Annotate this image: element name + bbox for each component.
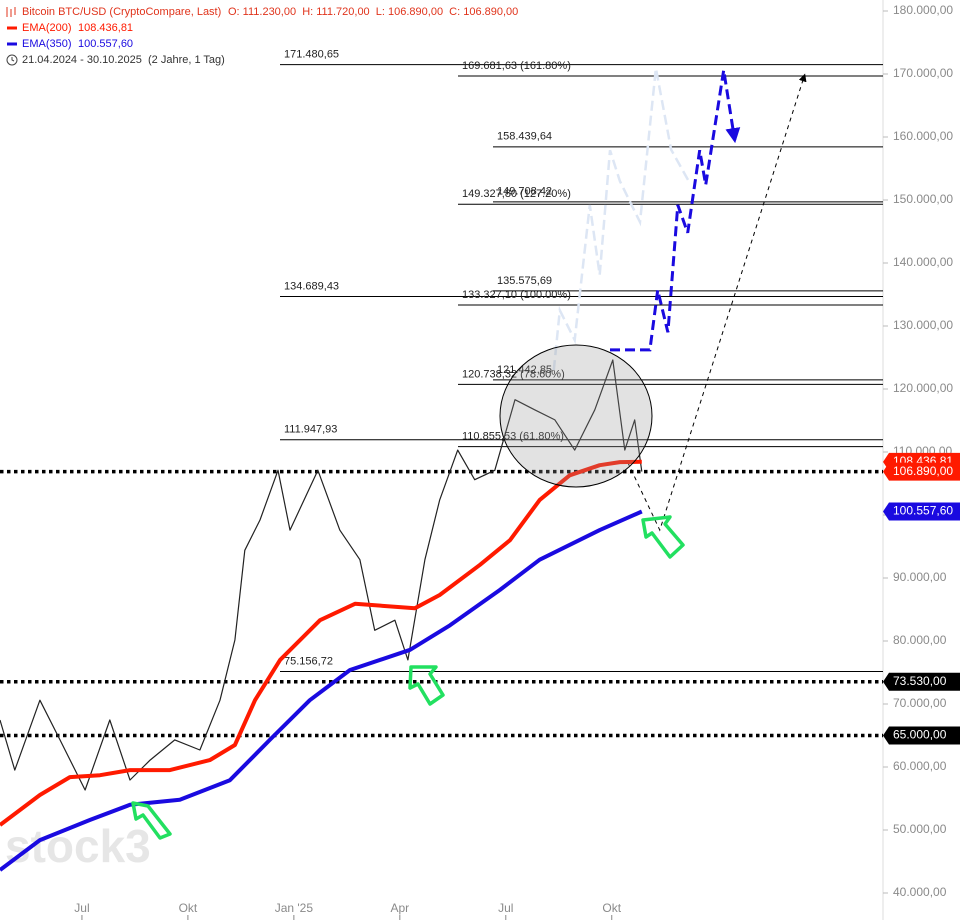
green-arrow [408, 665, 445, 706]
fib-level-label: 158.439,64 [497, 131, 552, 143]
fib-level-label: 149.708,42 [497, 186, 552, 198]
fib-level-label: 134.689,43 [284, 280, 339, 292]
legend-ohlc: O: 111.230,00 H: 111.720,00 L: 106.890,0… [228, 6, 518, 18]
y-tick-label: 60.000,00 [893, 759, 947, 773]
legend-entry: EMA(350) [22, 38, 72, 50]
y-tick-label: 40.000,00 [893, 885, 947, 899]
fib-level-label: 169.681,63 (161.80%) [462, 60, 571, 72]
price-badge-label: 73.530,00 [893, 674, 947, 688]
price-badge [883, 726, 960, 745]
ema-line [0, 509, 643, 872]
y-tick-label: 80.000,00 [893, 633, 947, 647]
legend-entry: EMA(200) [22, 22, 72, 34]
legend-title: Bitcoin BTC/USD (CryptoCompare, Last) [22, 6, 221, 18]
back-layer: stock3 40.000,00 50.000,00 60.000,00 70.000… [5, 0, 953, 920]
green-arrow [641, 515, 685, 559]
x-tick-label: Okt [179, 901, 198, 915]
price-badge-label: 65.000,00 [893, 728, 947, 742]
fib-level-label: 110.855,53 (61.80%) [462, 431, 564, 443]
x-tick-label: Apr [390, 901, 409, 915]
annotations [131, 344, 685, 840]
legend-value: 108.436,81 [78, 22, 133, 34]
y-tick-label: 120.000,00 [893, 381, 953, 395]
clock-hand [11, 57, 15, 62]
legend: Bitcoin BTC/USD (CryptoCompare, Last) O:… [6, 6, 518, 66]
legend-icon [6, 7, 16, 17]
price-badge-label: 100.557,60 [893, 504, 953, 518]
price-badge [883, 462, 960, 481]
highlight-circle [499, 344, 653, 488]
y-tick-label: 90.000,00 [893, 570, 947, 584]
y-tick-label: 50.000,00 [893, 822, 947, 836]
y-tick-label: 170.000,00 [893, 66, 953, 80]
fib-level-label: 120.738,32 (78.60%) [462, 368, 565, 380]
date-range: 21.04.2024 - 30.10.2025 (2 Jahre, 1 Tag) [22, 54, 225, 66]
front-layer: 108.436,81106.890,00100.557,6073.530,006… [883, 452, 960, 745]
x-tick-label: Okt [602, 901, 621, 915]
x-tick-label: Jul [498, 901, 513, 915]
fib-level-label: 149.327,80 (127.20%) [462, 188, 571, 200]
projection-line [552, 68, 690, 371]
price-badge-label: 106.890,00 [893, 464, 953, 478]
price-badge [883, 502, 960, 521]
projection-line [610, 69, 741, 352]
y-tick-label: 140.000,00 [893, 255, 953, 269]
y-tick-label: 180.000,00 [893, 3, 953, 17]
fib-level-label: 75.156,72 [284, 655, 333, 667]
fib-level-label: 111.947,93 [284, 424, 337, 436]
fib-level-label: 135.575,69 [497, 275, 552, 287]
legend-value: 100.557,60 [78, 38, 133, 50]
x-tick-label: Jan '25 [275, 901, 314, 915]
plot-area [0, 68, 883, 872]
fib-level-label: 171.480,65 [284, 49, 339, 61]
green-arrow [131, 801, 172, 840]
fib-level-label: 121.442,85 [497, 364, 552, 376]
watermark: stock3 [5, 820, 151, 872]
projection-line [627, 73, 807, 532]
clock-icon [6, 54, 18, 66]
price-badge [883, 672, 960, 691]
y-tick-label: 150.000,00 [893, 192, 953, 206]
fib-level-label: 133.327,10 (100.00%) [462, 289, 571, 301]
x-tick-label: Jul [74, 901, 89, 915]
y-tick-label: 130.000,00 [893, 318, 953, 332]
y-tick-label: 160.000,00 [893, 129, 953, 143]
y-tick-label: 70.000,00 [893, 696, 947, 710]
ema-line [0, 459, 642, 827]
